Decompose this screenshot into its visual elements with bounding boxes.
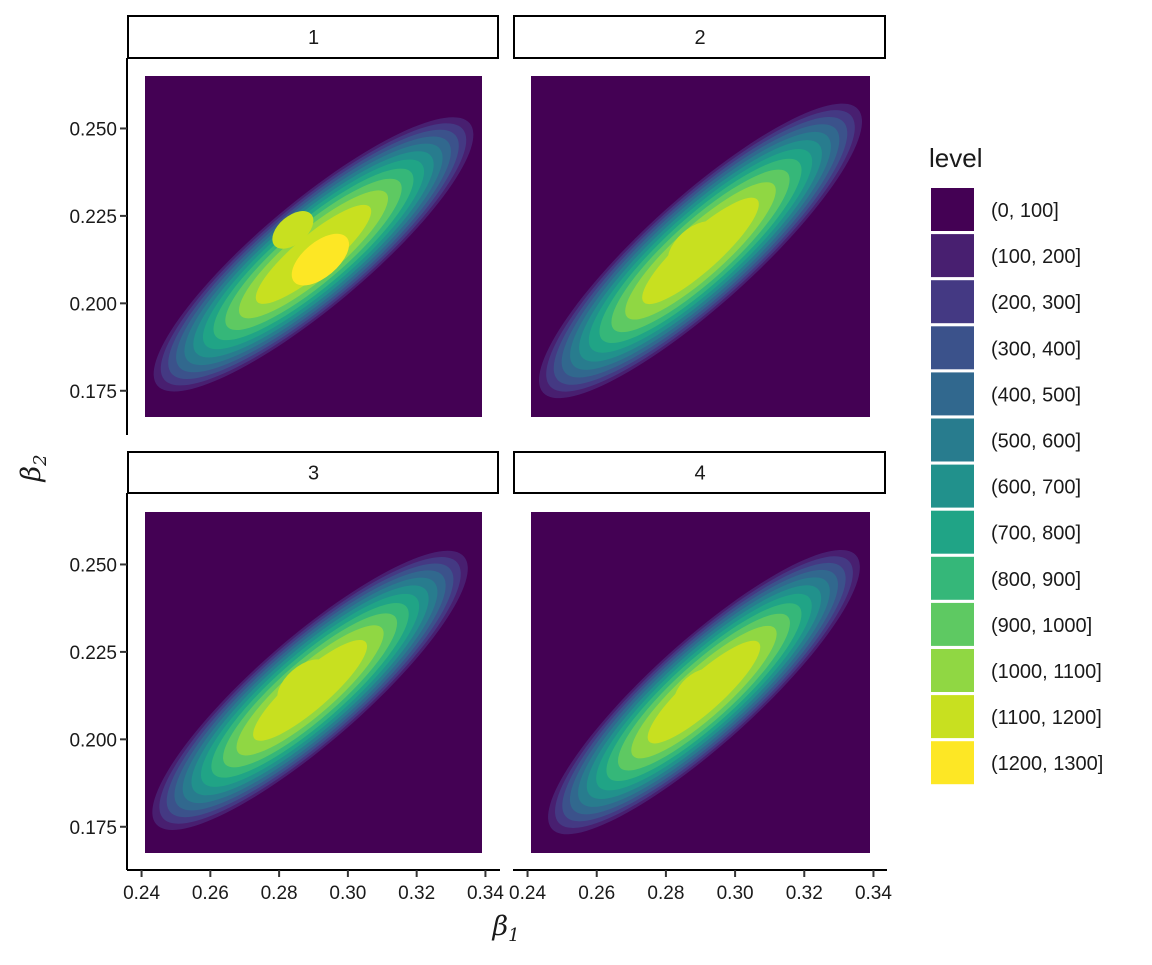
legend-item: (1200, 1300] — [931, 741, 1103, 785]
legend-swatch — [931, 188, 974, 231]
density-peak — [667, 221, 720, 270]
legend-item: (300, 400] — [931, 326, 1081, 370]
legend-swatch — [931, 695, 974, 739]
density-peak — [291, 233, 350, 286]
legend-swatch — [931, 510, 974, 554]
facet-strip — [127, 15, 499, 59]
legend-item: (700, 800] — [931, 510, 1081, 554]
x-axis-title-symbol: β — [491, 911, 508, 942]
legend-label: (100, 200] — [991, 246, 1081, 268]
legend-label: (1000, 1100] — [991, 661, 1102, 683]
legend-swatch — [931, 234, 974, 278]
x-tick-label: 0.34 — [467, 883, 504, 904]
legend-swatch — [931, 602, 974, 646]
y-tick-label: 0.200 — [69, 294, 117, 315]
x-tick-label: 0.30 — [717, 883, 754, 904]
y-axis-title: β2 — [16, 454, 51, 482]
facet-panel-1: 1 — [127, 15, 499, 417]
facet-strip-label: 4 — [694, 463, 705, 485]
legend-item: (100, 200] — [931, 234, 1081, 278]
density-peak — [277, 659, 330, 708]
x-tick-label: 0.26 — [578, 883, 615, 904]
legend-title: level — [929, 143, 982, 173]
legend-label: (1100, 1200] — [991, 707, 1102, 729]
facet-strip — [127, 451, 499, 494]
facet-panel-3: 3 — [127, 451, 499, 853]
y-tick-label: 0.250 — [69, 119, 117, 140]
density-contours — [153, 117, 474, 392]
facet-strip — [513, 451, 886, 494]
legend-label: (800, 900] — [991, 569, 1081, 591]
legend-item: (600, 700] — [931, 464, 1081, 508]
x-axis-title: β1 — [491, 911, 519, 946]
legend-label: (500, 600] — [991, 431, 1081, 453]
legend-swatch — [931, 464, 974, 508]
facet-strip-label: 1 — [308, 27, 319, 49]
legend-item: (500, 600] — [931, 418, 1081, 462]
x-tick-label: 0.32 — [786, 883, 823, 904]
density-contours — [548, 549, 860, 835]
x-tick-label: 0.24 — [123, 883, 160, 904]
legend-label: (200, 300] — [991, 292, 1081, 314]
facet-panels: 1 2 3 4 — [127, 15, 886, 853]
legend-swatch — [931, 418, 974, 462]
legend-swatch — [931, 649, 974, 692]
y-tick-label: 0.225 — [69, 643, 117, 664]
y-tick-label: 0.175 — [69, 382, 117, 403]
legend-label: (1200, 1300] — [991, 753, 1103, 775]
legend-label: (400, 500] — [991, 384, 1081, 406]
x-tick-label: 0.28 — [647, 883, 684, 904]
y-tick-label: 0.175 — [69, 818, 117, 839]
legend-label: (600, 700] — [991, 477, 1081, 499]
facet-panel-2: 2 — [513, 15, 886, 417]
density-contours — [538, 103, 863, 399]
legend-swatch — [931, 326, 974, 370]
x-axis-title-subscript: 1 — [508, 925, 519, 946]
legend-item: (0, 100] — [931, 188, 1059, 231]
y-axis-title-symbol: β — [16, 466, 47, 483]
x-tick-label: 0.32 — [398, 883, 435, 904]
legend-item: (1100, 1200] — [931, 695, 1102, 739]
legend-item: (900, 1000] — [931, 602, 1092, 646]
legend-label: (900, 1000] — [991, 615, 1092, 637]
y-tick-label: 0.200 — [69, 730, 117, 751]
density-peak — [272, 211, 314, 249]
legend-item: (400, 500] — [931, 372, 1081, 416]
density-peak — [673, 668, 721, 713]
legend-item: (1000, 1100] — [931, 649, 1102, 692]
facet-strip-label: 3 — [308, 463, 319, 485]
legend-swatch — [931, 556, 974, 600]
legend-label: (700, 800] — [991, 523, 1081, 545]
y-tick-label: 0.250 — [69, 555, 117, 576]
facet-strip-label: 2 — [694, 27, 705, 49]
x-tick-label: 0.28 — [261, 883, 298, 904]
legend-label: (300, 400] — [991, 338, 1081, 360]
x-tick-label: 0.26 — [192, 883, 229, 904]
x-tick-label: 0.34 — [855, 883, 892, 904]
x-tick-label: 0.30 — [329, 883, 366, 904]
x-tick-label: 0.24 — [509, 883, 546, 904]
legend-swatch — [931, 280, 974, 324]
legend-item: (800, 900] — [931, 556, 1081, 600]
axes: 0.175 0.200 0.225 0.250 0.175 0.200 0.225 0.250… — [69, 58, 892, 904]
legend: (0, 100] (100, 200] (200, 300] (300, 400] (4… — [931, 188, 1103, 785]
facet-panel-4: 4 — [513, 451, 886, 853]
y-axis-title-subscript: 2 — [30, 454, 51, 466]
facet-strip — [513, 15, 886, 59]
legend-swatch — [931, 741, 974, 785]
y-tick-label: 0.225 — [69, 207, 117, 228]
density-contours — [152, 550, 468, 830]
legend-label: (0, 100] — [991, 200, 1059, 222]
legend-item: (200, 300] — [931, 280, 1081, 324]
legend-swatch — [931, 372, 974, 416]
